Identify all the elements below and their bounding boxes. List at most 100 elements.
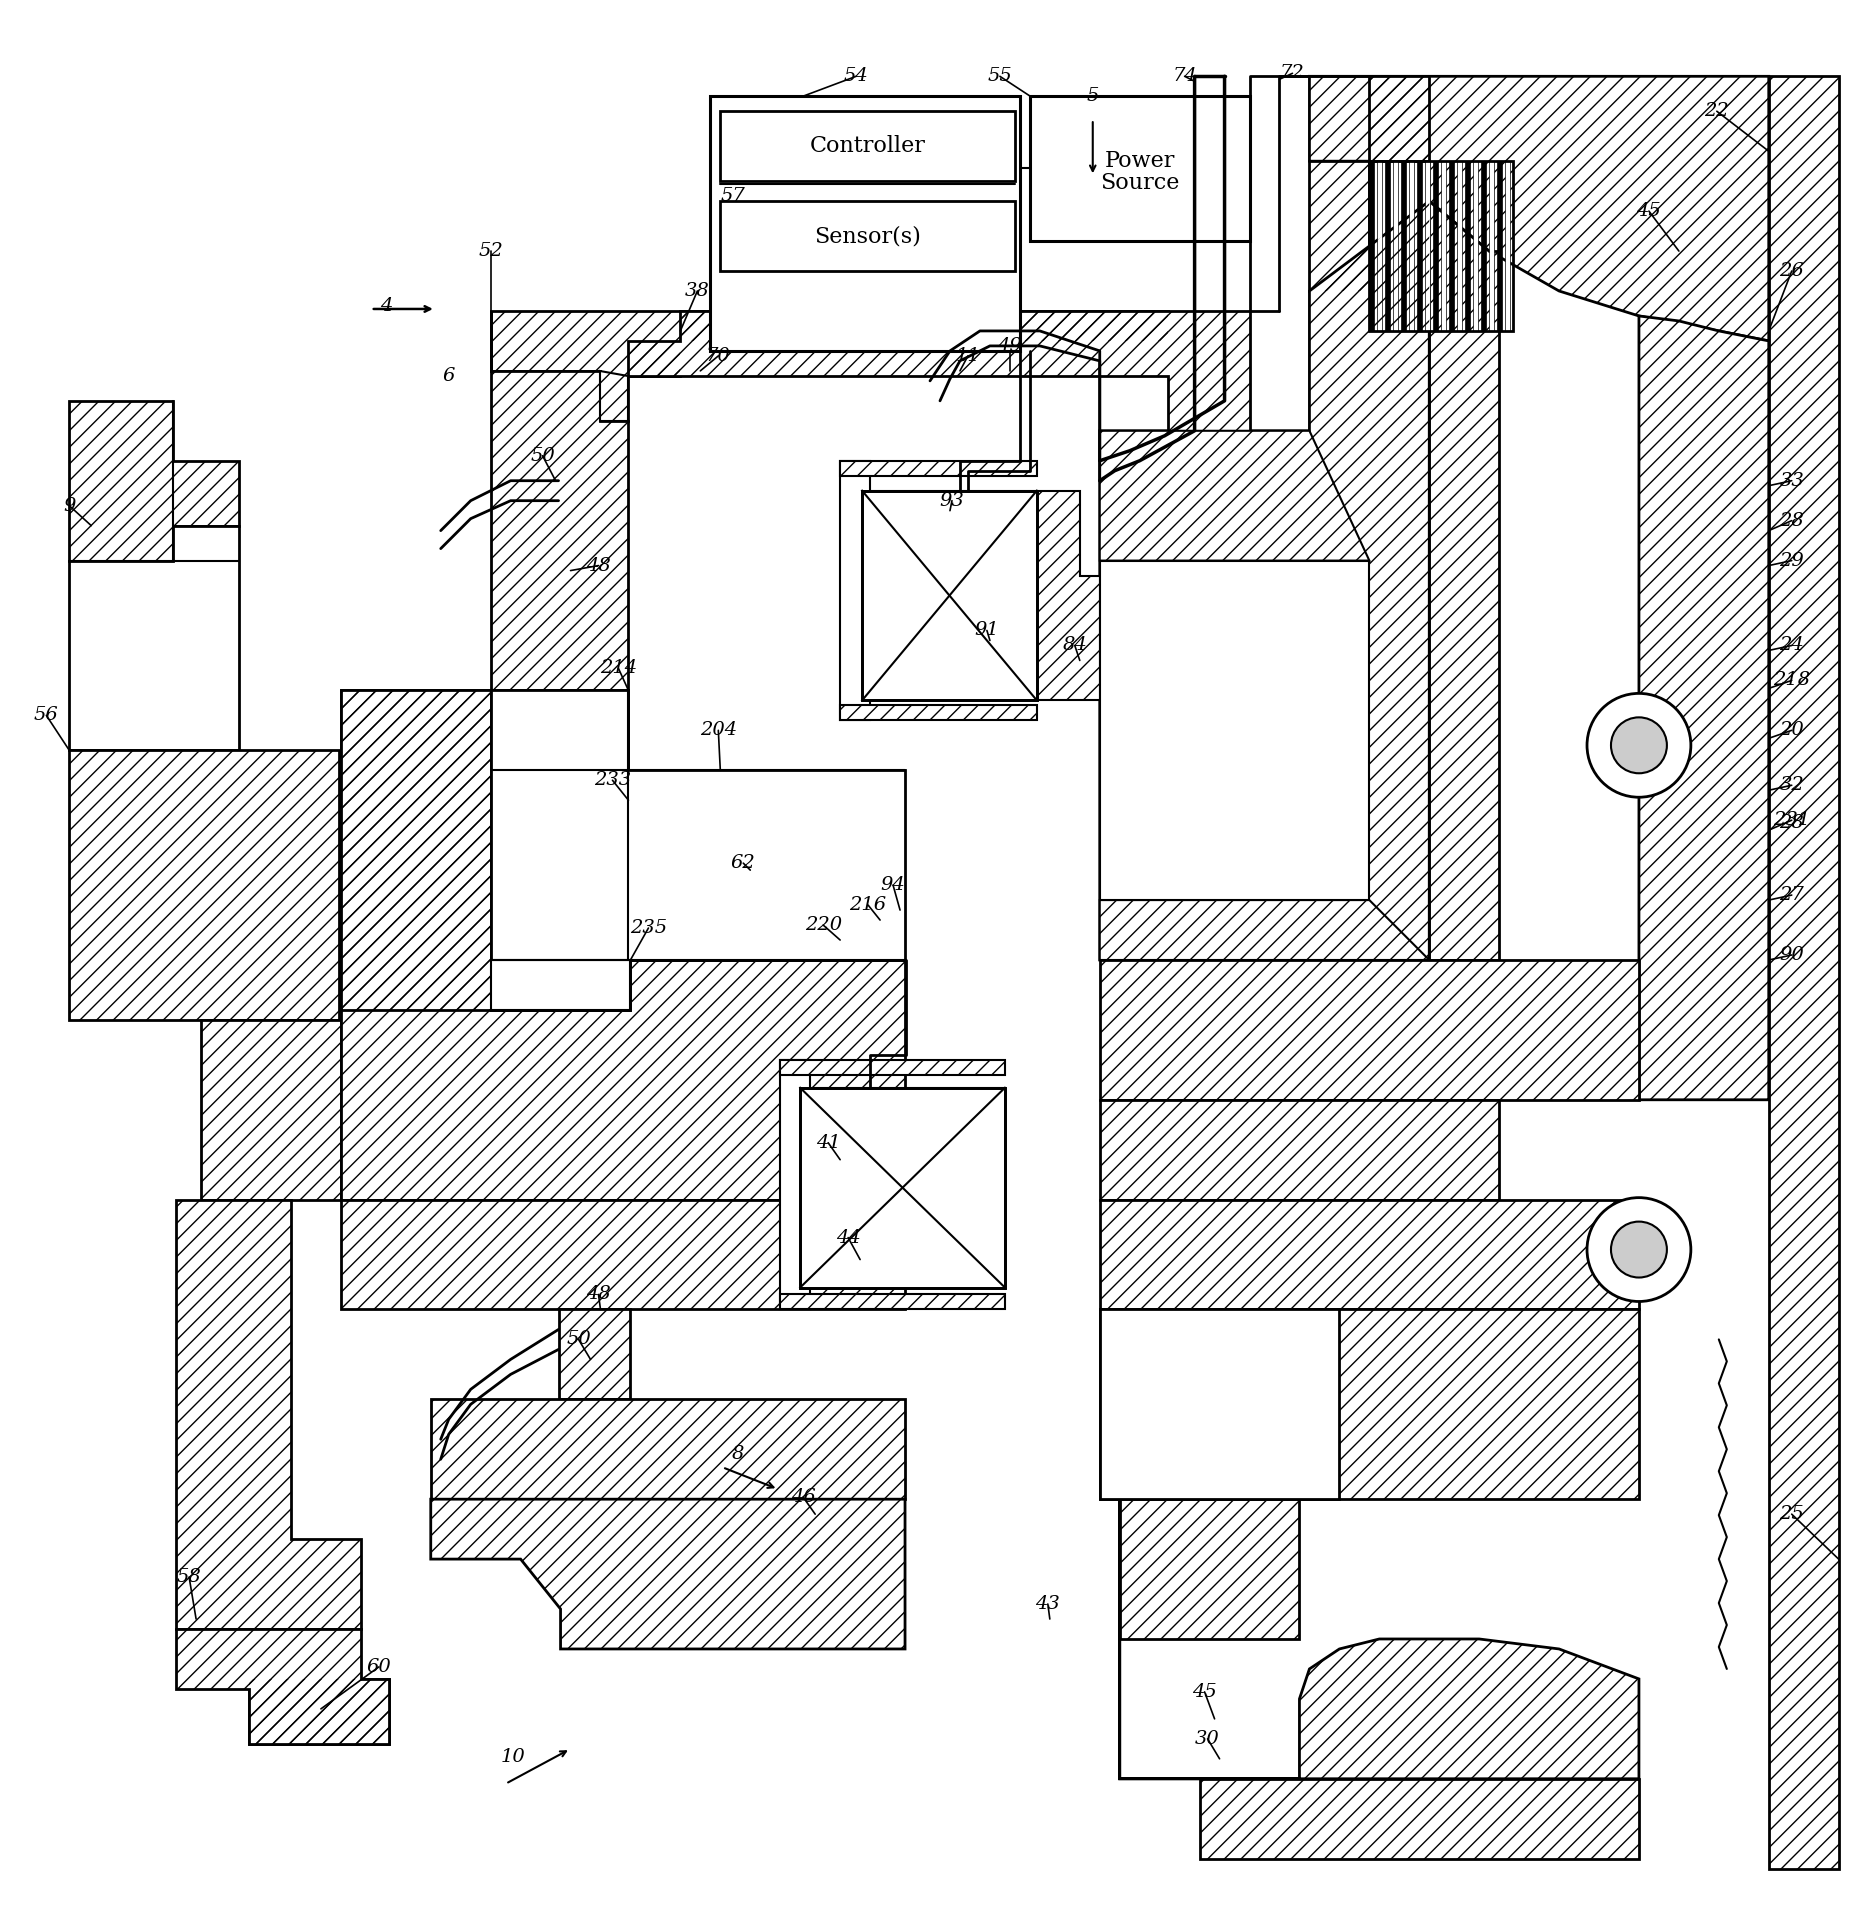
Polygon shape xyxy=(201,1020,341,1200)
Text: 91: 91 xyxy=(975,622,999,639)
Text: 74: 74 xyxy=(1172,67,1197,86)
Text: 27: 27 xyxy=(1779,887,1803,904)
Polygon shape xyxy=(780,1060,1005,1076)
Polygon shape xyxy=(839,706,1037,721)
Polygon shape xyxy=(1457,162,1463,332)
Polygon shape xyxy=(1640,317,1768,1100)
Text: Source: Source xyxy=(1100,172,1180,195)
Text: 4: 4 xyxy=(380,297,393,315)
Text: 29: 29 xyxy=(1779,551,1803,570)
Polygon shape xyxy=(1496,162,1502,332)
Polygon shape xyxy=(780,1295,1005,1310)
Text: 93: 93 xyxy=(940,492,964,509)
Polygon shape xyxy=(1394,162,1398,332)
Bar xyxy=(711,95,1020,351)
Text: 46: 46 xyxy=(791,1487,815,1507)
Polygon shape xyxy=(1100,200,1429,959)
Bar xyxy=(800,1087,1005,1287)
Polygon shape xyxy=(1385,162,1390,332)
Polygon shape xyxy=(177,1200,361,1629)
Text: 54: 54 xyxy=(843,67,869,86)
Text: 6: 6 xyxy=(443,366,454,385)
Text: 38: 38 xyxy=(685,282,709,299)
Polygon shape xyxy=(558,1310,631,1400)
Text: 52: 52 xyxy=(478,242,502,259)
Polygon shape xyxy=(601,370,629,421)
Polygon shape xyxy=(1429,200,1500,959)
Text: Power: Power xyxy=(1104,149,1174,172)
Text: 22: 22 xyxy=(1705,103,1729,120)
Circle shape xyxy=(1612,717,1667,772)
Polygon shape xyxy=(1037,490,1100,700)
Text: 94: 94 xyxy=(880,875,906,894)
Text: 33: 33 xyxy=(1779,471,1803,490)
Text: 50: 50 xyxy=(530,446,555,465)
Polygon shape xyxy=(341,1200,904,1310)
Polygon shape xyxy=(1418,162,1422,332)
Text: 28: 28 xyxy=(1779,814,1803,831)
Text: 72: 72 xyxy=(1280,65,1305,82)
Polygon shape xyxy=(1440,162,1446,332)
Bar xyxy=(1029,95,1249,240)
Text: 90: 90 xyxy=(1779,946,1803,965)
Polygon shape xyxy=(1100,561,1370,900)
Polygon shape xyxy=(1377,162,1383,332)
Polygon shape xyxy=(341,690,904,1200)
Polygon shape xyxy=(1120,1499,1299,1638)
Text: 5: 5 xyxy=(1087,88,1100,105)
Polygon shape xyxy=(1465,162,1470,332)
Polygon shape xyxy=(1768,76,1839,1869)
Polygon shape xyxy=(1481,162,1487,332)
Polygon shape xyxy=(69,749,339,1020)
Text: 44: 44 xyxy=(836,1228,860,1247)
Polygon shape xyxy=(491,959,631,1011)
Text: 10: 10 xyxy=(501,1749,525,1766)
Text: 84: 84 xyxy=(1063,637,1087,654)
Bar xyxy=(862,490,1037,700)
Polygon shape xyxy=(491,311,1167,421)
Text: 218: 218 xyxy=(1774,671,1811,690)
Text: 216: 216 xyxy=(849,896,886,913)
Polygon shape xyxy=(1100,431,1370,561)
Text: 70: 70 xyxy=(705,347,731,364)
Polygon shape xyxy=(1433,162,1439,332)
Polygon shape xyxy=(1100,1310,1340,1499)
Bar xyxy=(720,200,1014,271)
Text: 56: 56 xyxy=(33,706,60,725)
Polygon shape xyxy=(1310,162,1370,292)
Text: Sensor(s): Sensor(s) xyxy=(813,225,921,248)
Text: 235: 235 xyxy=(629,919,666,936)
Text: 50: 50 xyxy=(566,1331,592,1348)
Text: 41: 41 xyxy=(815,1135,841,1152)
Polygon shape xyxy=(1489,162,1494,332)
Polygon shape xyxy=(1100,1310,1640,1499)
Bar xyxy=(1370,162,1513,332)
Bar xyxy=(800,1087,1005,1287)
Polygon shape xyxy=(1506,162,1509,332)
Polygon shape xyxy=(69,526,238,749)
Text: 9: 9 xyxy=(63,496,76,515)
Polygon shape xyxy=(430,1499,904,1650)
Polygon shape xyxy=(341,690,491,1011)
Polygon shape xyxy=(839,461,1037,721)
Polygon shape xyxy=(1370,76,1429,162)
Polygon shape xyxy=(1426,162,1431,332)
Polygon shape xyxy=(1401,162,1407,332)
Text: 214: 214 xyxy=(599,660,636,677)
Polygon shape xyxy=(430,1400,904,1499)
Polygon shape xyxy=(69,400,238,561)
Polygon shape xyxy=(1100,1200,1640,1310)
Polygon shape xyxy=(1100,1100,1500,1200)
Text: 24: 24 xyxy=(1779,637,1803,654)
Polygon shape xyxy=(1310,76,1768,341)
Polygon shape xyxy=(560,690,629,770)
Text: 231: 231 xyxy=(1774,810,1811,830)
Text: 45: 45 xyxy=(1193,1682,1217,1701)
Circle shape xyxy=(1612,1222,1667,1278)
Polygon shape xyxy=(780,1060,1005,1310)
Polygon shape xyxy=(1200,1779,1640,1859)
Text: 26: 26 xyxy=(1779,261,1803,280)
Polygon shape xyxy=(1100,900,1429,959)
Text: 30: 30 xyxy=(1195,1730,1221,1749)
Text: 57: 57 xyxy=(720,187,746,206)
